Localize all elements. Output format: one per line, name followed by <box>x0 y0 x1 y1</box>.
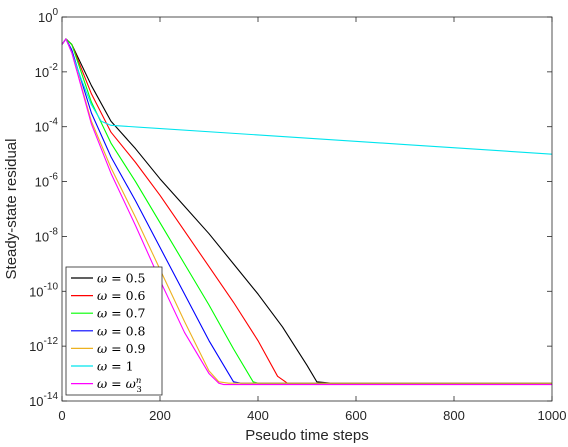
x-tick-label: 400 <box>247 408 269 423</box>
legend-label: ω = 1 <box>97 359 134 374</box>
legend-label: ω = 0.9 <box>97 341 146 356</box>
x-axis-label: Pseudo time steps <box>245 427 368 444</box>
series-line-3 <box>61 38 552 384</box>
x-tick-label: 800 <box>443 408 465 423</box>
y-tick-layer: 100 10-2 10-4 10-6 10-8 10-10 10-12 10-14 <box>29 7 552 409</box>
series-line-2 <box>61 38 552 384</box>
y-tick-label: 10-10 <box>29 281 58 299</box>
y-tick-label: 100 <box>38 7 58 25</box>
y-tick-label: 10-6 <box>35 172 59 190</box>
y-tick-label: 10-14 <box>29 391 58 409</box>
y-tick-label: 10-2 <box>35 62 59 80</box>
legend-items: ω = 0.5 ω = 0.6 ω = 0.7 ω = 0.8 ω = 0.9 ω = 1… <box>71 271 146 395</box>
axes-box <box>61 16 553 402</box>
x-tick-label: 1000 <box>538 408 567 423</box>
legend-label: ω = 0.8 <box>97 323 146 338</box>
legend-label: ω = 0.5 <box>97 271 146 286</box>
series-line-6 <box>61 38 552 386</box>
x-tick-layer: 0 200 400 600 800 1000 <box>58 17 566 423</box>
y-axis-label: Steady-state residual <box>3 139 20 280</box>
y-tick-label: 10-12 <box>29 336 58 354</box>
x-tick-label: 0 <box>58 408 65 423</box>
y-tick-label: 10-4 <box>35 117 59 135</box>
series-line-0 <box>61 38 552 384</box>
legend: ω = 0.5 ω = 0.6 ω = 0.7 ω = 0.8 ω = 0.9 ω = 1… <box>65 266 163 396</box>
series-layer <box>61 38 553 386</box>
legend-label: ω = 0.7 <box>97 306 146 321</box>
legend-label: ω = 0.6 <box>97 288 146 303</box>
x-tick-label: 200 <box>149 408 171 423</box>
x-tick-label: 600 <box>345 408 367 423</box>
legend-label: ω = ωn 3 <box>97 376 142 395</box>
y-tick-label: 10-8 <box>35 226 59 244</box>
